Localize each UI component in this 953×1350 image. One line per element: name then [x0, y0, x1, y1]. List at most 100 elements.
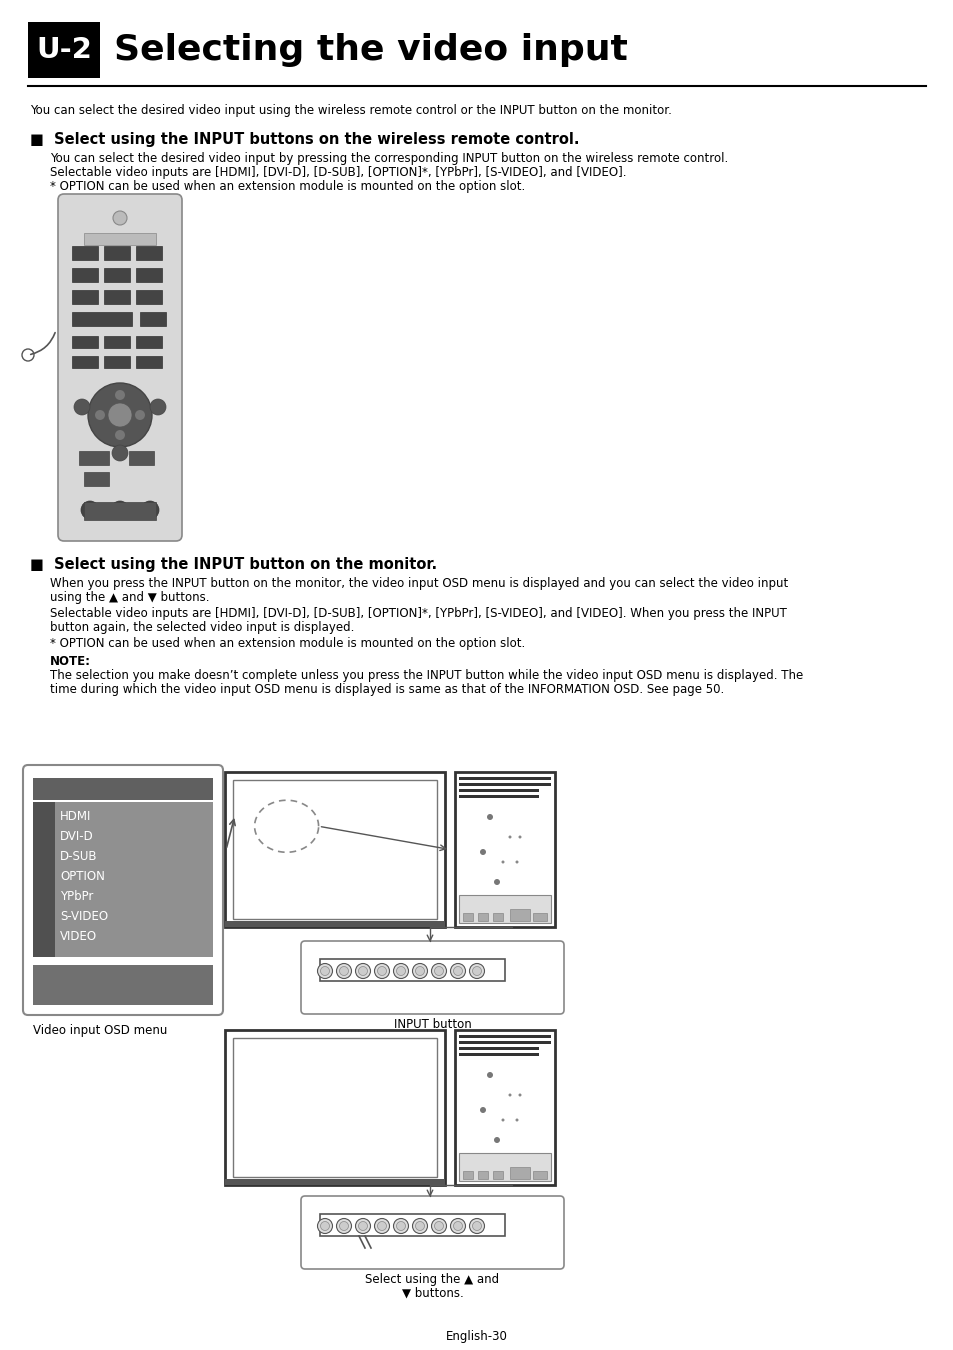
Circle shape: [74, 400, 90, 414]
Circle shape: [515, 860, 518, 864]
Bar: [510, 1166, 530, 1179]
Circle shape: [377, 1222, 386, 1230]
Bar: [136, 336, 162, 348]
Bar: [458, 1153, 551, 1181]
Bar: [458, 795, 538, 798]
Circle shape: [81, 501, 99, 518]
Circle shape: [450, 964, 465, 979]
Text: You can select the desired video input by pressing the corresponding INPUT butto: You can select the desired video input b…: [50, 153, 727, 165]
Text: You can select the desired video input using the wireless remote control or the : You can select the desired video input u…: [30, 104, 671, 117]
Text: VIDEO: VIDEO: [60, 930, 97, 944]
Circle shape: [111, 501, 129, 518]
Circle shape: [479, 849, 485, 855]
Circle shape: [95, 410, 105, 420]
Text: English-30: English-30: [446, 1330, 507, 1343]
Circle shape: [469, 1219, 484, 1234]
Text: The selection you make doesn’t complete unless you press the INPUT button while : The selection you make doesn’t complete …: [50, 670, 802, 682]
Circle shape: [112, 446, 128, 460]
Circle shape: [115, 390, 125, 400]
Bar: [458, 1053, 538, 1056]
Text: ▼ buttons.: ▼ buttons.: [401, 1287, 463, 1300]
Circle shape: [115, 431, 125, 440]
Circle shape: [515, 1119, 518, 1122]
Circle shape: [453, 1222, 462, 1230]
Bar: [510, 909, 530, 921]
Bar: [33, 802, 213, 957]
Bar: [493, 913, 502, 921]
Text: using the ▲ and ▼ buttons.: using the ▲ and ▼ buttons.: [50, 591, 210, 603]
Text: button again, the selected video input is displayed.: button again, the selected video input i…: [50, 621, 354, 634]
Bar: [455, 772, 555, 927]
Bar: [104, 246, 130, 261]
Bar: [33, 778, 213, 801]
Circle shape: [479, 1107, 485, 1112]
Bar: [55, 802, 213, 957]
Bar: [477, 1170, 488, 1179]
Bar: [319, 958, 504, 981]
Text: Select using the ▲ and: Select using the ▲ and: [365, 1273, 499, 1287]
Circle shape: [508, 836, 511, 838]
Circle shape: [434, 1222, 443, 1230]
Bar: [136, 356, 162, 369]
Circle shape: [358, 967, 367, 976]
Bar: [458, 1041, 551, 1044]
Bar: [233, 1038, 436, 1177]
Bar: [225, 921, 444, 927]
FancyBboxPatch shape: [58, 194, 182, 541]
Bar: [455, 1030, 555, 1185]
Bar: [477, 913, 488, 921]
Bar: [462, 1170, 473, 1179]
Bar: [71, 290, 98, 304]
Text: time during which the video input OSD menu is displayed is same as that of the I: time during which the video input OSD me…: [50, 683, 723, 697]
Text: DVI-D: DVI-D: [60, 830, 93, 842]
Circle shape: [336, 1219, 351, 1234]
Circle shape: [317, 1219, 333, 1234]
Bar: [33, 802, 55, 957]
FancyBboxPatch shape: [301, 1196, 563, 1269]
Bar: [458, 1048, 538, 1050]
Circle shape: [469, 964, 484, 979]
Text: S-VIDEO: S-VIDEO: [60, 910, 108, 923]
Circle shape: [355, 964, 370, 979]
Circle shape: [416, 967, 424, 976]
Text: OPTION: OPTION: [60, 869, 105, 883]
Text: U-2: U-2: [36, 36, 91, 63]
Circle shape: [88, 383, 152, 447]
Circle shape: [494, 879, 499, 886]
Bar: [84, 502, 156, 520]
Circle shape: [486, 1072, 493, 1079]
Bar: [233, 780, 436, 919]
Circle shape: [108, 404, 132, 427]
Text: ■  Select using the INPUT buttons on the wireless remote control.: ■ Select using the INPUT buttons on the …: [30, 132, 578, 147]
Bar: [225, 1030, 444, 1185]
Bar: [493, 1170, 502, 1179]
Circle shape: [150, 400, 166, 414]
Circle shape: [453, 967, 462, 976]
Circle shape: [375, 1219, 389, 1234]
Bar: [458, 1035, 551, 1038]
Bar: [84, 234, 156, 244]
Circle shape: [431, 964, 446, 979]
FancyBboxPatch shape: [301, 941, 563, 1014]
Circle shape: [396, 967, 405, 976]
Circle shape: [317, 964, 333, 979]
Bar: [136, 290, 162, 304]
Bar: [129, 451, 153, 464]
Circle shape: [486, 814, 493, 819]
Text: D-SUB: D-SUB: [60, 850, 97, 863]
Bar: [458, 778, 551, 780]
Bar: [533, 913, 546, 921]
Circle shape: [339, 1222, 348, 1230]
Bar: [136, 246, 162, 261]
Circle shape: [479, 1157, 485, 1162]
Circle shape: [396, 1222, 405, 1230]
Bar: [319, 1214, 504, 1237]
Bar: [140, 312, 166, 325]
Circle shape: [377, 967, 386, 976]
Bar: [462, 913, 473, 921]
Bar: [225, 772, 444, 927]
Circle shape: [472, 967, 481, 976]
Bar: [79, 451, 109, 464]
Circle shape: [518, 1094, 521, 1096]
Text: HDMI: HDMI: [60, 810, 91, 824]
